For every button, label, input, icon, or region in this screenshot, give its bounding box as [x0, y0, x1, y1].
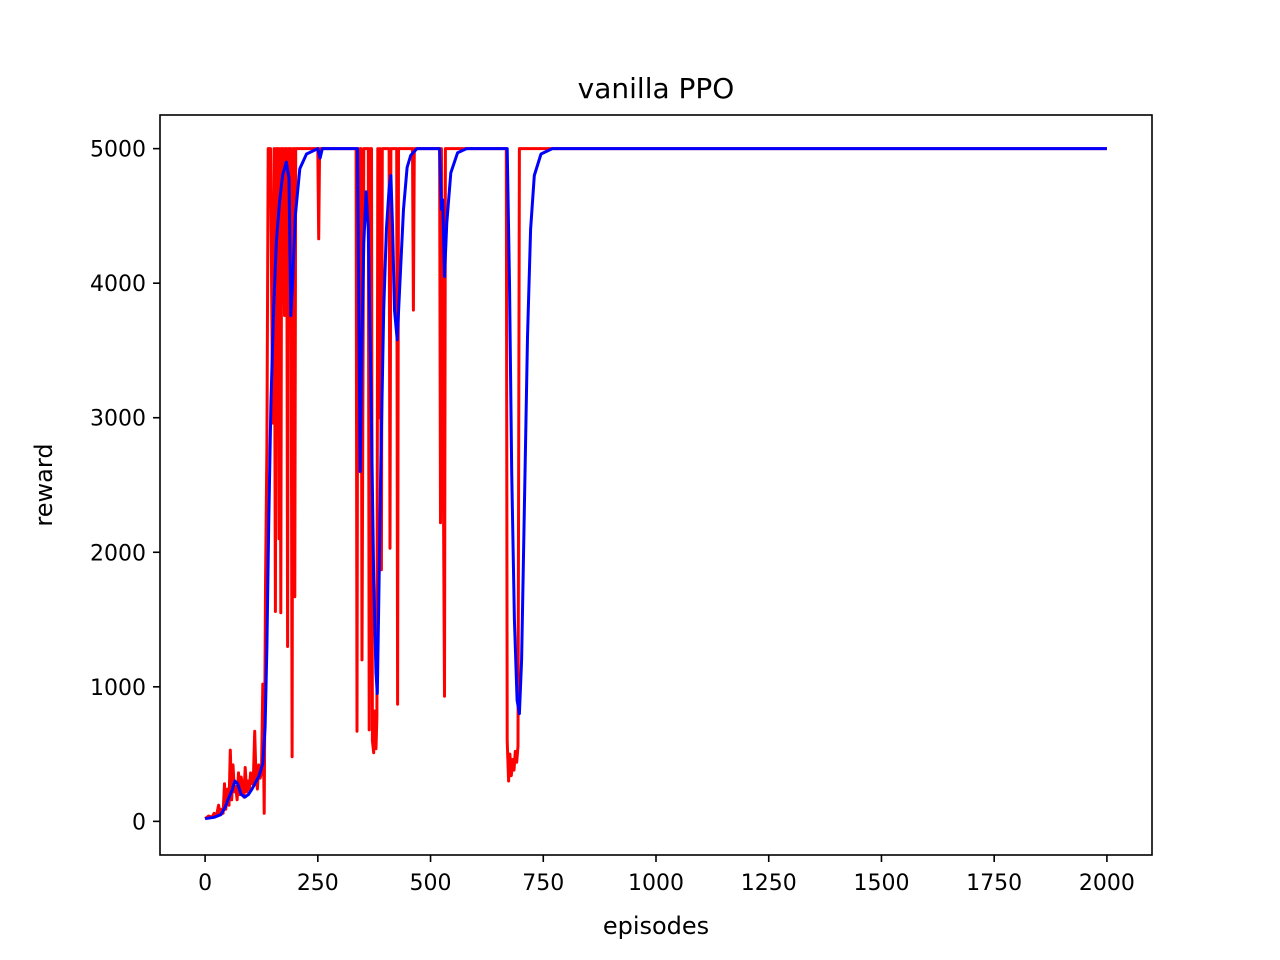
y-tick-label: 1000: [90, 676, 146, 701]
y-axis: 0 1000 2000 3000 4000 5000: [90, 138, 160, 835]
x-tick-label: 1000: [628, 871, 684, 896]
x-axis-label: episodes: [603, 912, 709, 940]
x-tick-label: 1750: [966, 871, 1022, 896]
y-tick-label: 5000: [90, 138, 146, 163]
y-tick-label: 0: [132, 810, 146, 835]
x-tick-label: 0: [198, 871, 212, 896]
x-tick-label: 2000: [1079, 871, 1135, 896]
x-tick-label: 750: [522, 871, 564, 896]
y-axis-label: reward: [30, 443, 58, 526]
y-tick-label: 4000: [90, 272, 146, 297]
x-tick-label: 250: [297, 871, 339, 896]
x-tick-label: 500: [410, 871, 452, 896]
chart-title: vanilla PPO: [578, 72, 735, 105]
plot-lines: [204, 147, 1107, 821]
y-tick-label: 2000: [90, 541, 146, 566]
x-tick-label: 1500: [853, 871, 909, 896]
x-tick-label: 1250: [741, 871, 797, 896]
y-tick-label: 3000: [90, 407, 146, 432]
series-line-smoothed-reward: [204, 147, 1107, 821]
x-axis: 0 250 500 750 1000 1250 1500 1750 2000: [198, 855, 1135, 896]
